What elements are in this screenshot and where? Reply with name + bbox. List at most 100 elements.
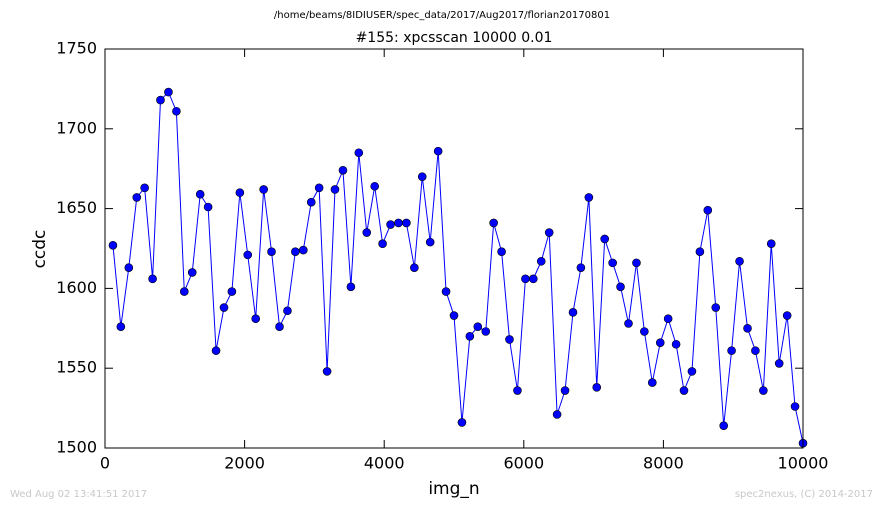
data-point <box>528 274 538 284</box>
data-point <box>306 197 316 207</box>
data-point <box>362 228 372 237</box>
x-tick-label: 10000 <box>778 454 829 473</box>
data-point <box>465 331 475 341</box>
data-point <box>568 308 578 317</box>
data-point <box>743 323 752 333</box>
data-point <box>116 322 126 332</box>
data-point <box>417 172 427 181</box>
data-point <box>394 218 403 228</box>
data-point <box>132 193 142 202</box>
data-point <box>386 220 395 229</box>
y-tick-label: 1700 <box>56 118 97 137</box>
data-point <box>703 205 713 215</box>
data-point <box>203 202 213 212</box>
data-point <box>592 383 602 392</box>
x-axis-label: img_n <box>428 479 479 499</box>
data-point <box>536 256 546 266</box>
y-tick-label: 1650 <box>56 198 97 217</box>
data-point <box>330 185 340 194</box>
plot-frame <box>104 48 804 449</box>
data-point <box>172 106 181 116</box>
data-point <box>124 263 134 272</box>
data-point <box>283 306 292 316</box>
data-point <box>735 256 744 266</box>
data-point <box>227 287 237 296</box>
data-point <box>782 311 792 320</box>
data-point <box>695 247 705 256</box>
y-tick-label: 1500 <box>56 438 97 457</box>
data-point <box>338 165 348 175</box>
data-point <box>560 386 570 395</box>
data-point <box>195 189 205 199</box>
data-point <box>671 339 681 349</box>
y-tick-label: 1550 <box>56 358 97 377</box>
data-point <box>164 87 173 97</box>
data-point <box>655 338 665 347</box>
data-point <box>187 268 197 277</box>
data-point <box>711 303 721 312</box>
data-point <box>790 402 800 411</box>
data-point <box>616 282 625 292</box>
footer-credit: spec2nexus, (C) 2014-2017 <box>735 489 873 500</box>
chart-title: #155: xpcsscan 10000 0.01 <box>356 30 553 46</box>
data-point <box>544 228 554 237</box>
data-point <box>354 148 364 158</box>
data-point <box>346 282 356 292</box>
data-point <box>774 359 784 368</box>
data-point <box>291 247 300 256</box>
data-point <box>600 234 609 244</box>
data-point <box>457 418 467 427</box>
data-point <box>148 274 157 284</box>
data-point <box>521 274 530 284</box>
data-point <box>235 188 245 197</box>
data-point <box>410 263 419 272</box>
data-point <box>719 421 729 430</box>
data-point <box>140 183 149 193</box>
data-point <box>497 247 506 256</box>
data-point <box>648 378 657 387</box>
data-point <box>552 410 562 419</box>
data-line <box>112 91 804 444</box>
data-point <box>505 335 514 344</box>
data-point <box>687 367 697 376</box>
data-point <box>473 322 483 332</box>
data-point <box>243 250 253 260</box>
data-point <box>259 185 268 194</box>
data-point <box>299 245 308 255</box>
data-point <box>370 181 380 191</box>
x-tick-label: 8000 <box>643 454 684 473</box>
data-point <box>449 311 459 320</box>
data-point <box>679 386 689 395</box>
data-point <box>640 327 649 336</box>
data-point <box>108 241 118 250</box>
data-point <box>314 183 324 193</box>
data-point <box>378 239 387 249</box>
data-point <box>156 95 165 105</box>
data-point <box>751 346 760 355</box>
data-point <box>759 386 768 395</box>
data-point <box>608 258 617 268</box>
x-tick-label: 4000 <box>364 454 405 473</box>
data-point <box>267 247 276 256</box>
data-point <box>632 258 641 268</box>
data-point <box>219 303 229 312</box>
data-point <box>481 327 491 336</box>
data-point <box>179 287 189 296</box>
data-point <box>663 314 673 324</box>
data-point <box>576 263 586 272</box>
x-tick-label: 6000 <box>503 454 544 473</box>
data-point <box>513 386 522 395</box>
data-point <box>322 367 332 376</box>
y-axis-label: ccdc <box>30 230 50 269</box>
x-tick-label: 0 <box>100 454 110 473</box>
data-point <box>251 314 260 324</box>
y-tick-label: 1600 <box>56 278 97 297</box>
y-tick-label: 1750 <box>56 39 97 58</box>
data-point <box>441 287 451 296</box>
footer-timestamp: Wed Aug 02 13:41:51 2017 <box>10 489 147 500</box>
data-point <box>766 239 776 249</box>
data-point <box>275 322 284 332</box>
x-tick-label: 2000 <box>224 454 265 473</box>
data-point <box>584 193 594 202</box>
